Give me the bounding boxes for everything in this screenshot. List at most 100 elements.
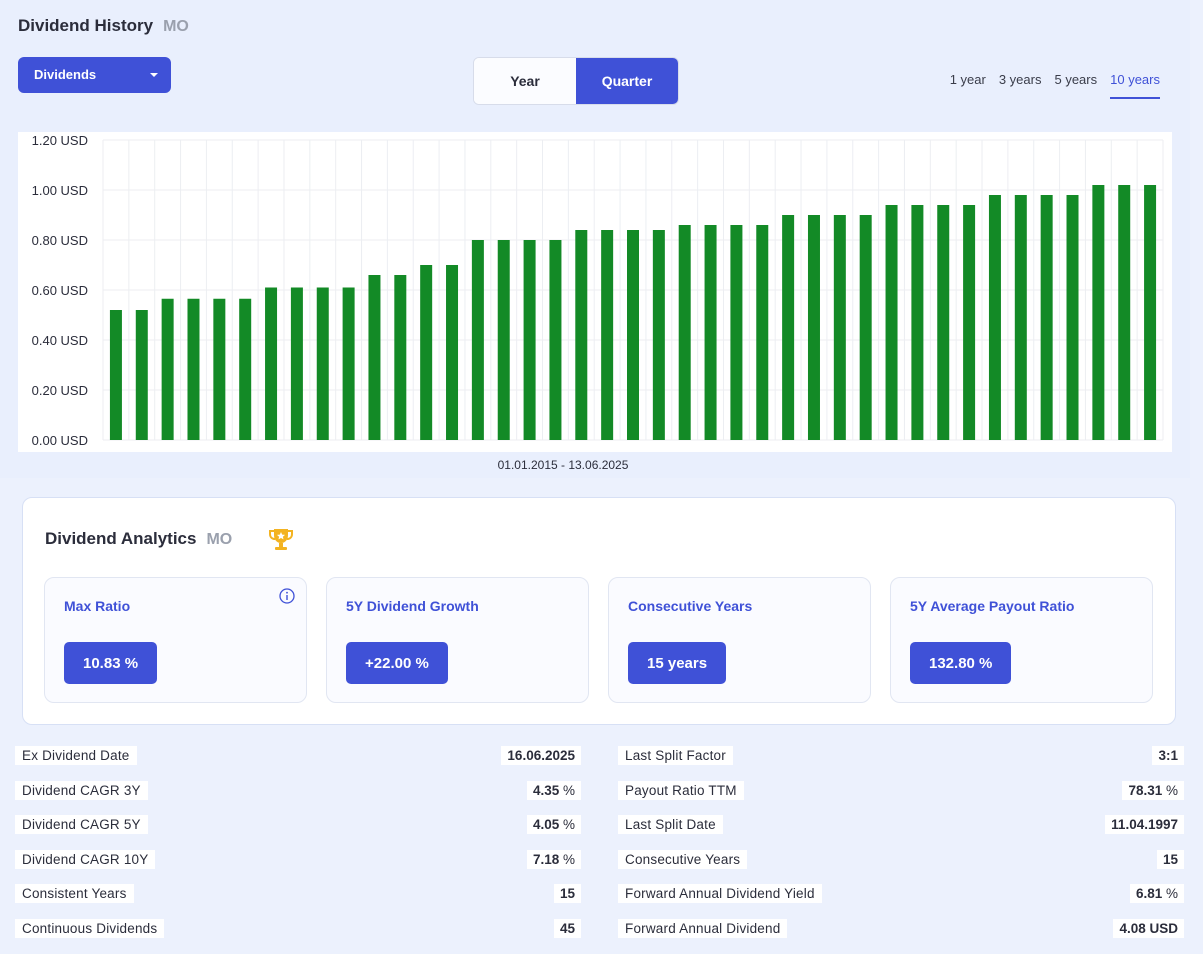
dividend-bar [678,225,691,440]
chevron-down-icon [150,73,158,77]
y-tick-label: 0.80 USD [32,233,88,248]
card-value-badge: 10.83 % [64,642,158,684]
analytics-ticker: MO [206,531,233,548]
dividend-bar [109,310,122,440]
dividend-bar [652,230,665,440]
stat-value: 4.05 % [526,815,581,835]
y-tick-label: 1.20 USD [32,133,88,148]
dividend-bar [187,298,200,440]
stat-row: Consecutive Years 15 [618,848,1184,883]
dividend-bar [135,310,148,440]
card-label: 5Y Dividend Growth [346,598,479,614]
y-tick-label: 0.60 USD [32,283,88,298]
stat-row: Forward Annual Dividend 4.08 USD [618,917,1184,952]
stat-label: Forward Annual Dividend [618,918,788,938]
dividend-bar [316,287,329,440]
dividend-bar [549,240,562,440]
year-toggle-button[interactable]: Year [474,58,576,104]
stat-label: Consistent Years [15,884,134,904]
dividend-bar [394,275,407,440]
stat-row: Dividend CAGR 10Y 7.18 % [15,848,581,883]
max-ratio-card: Max Ratio 10.83 % [44,577,307,703]
range-tab-3-years[interactable]: 3 years [998,72,1042,87]
stat-value: 16.06.2025 [501,746,581,765]
dividend-bar [1092,185,1105,440]
dividend-bar [1144,185,1157,440]
stat-value: 3:1 [1152,746,1184,765]
range-tab-5-years[interactable]: 5 years [1054,72,1098,87]
quarter-toggle-button[interactable]: Quarter [576,58,678,104]
y-tick-label: 0.40 USD [32,333,88,348]
dividend-bar [239,298,252,440]
trophy-icon [269,529,293,550]
stat-label: Dividend CAGR 5Y [15,815,148,835]
ticker-label: MO [163,18,189,35]
stat-value: 15 [553,884,581,904]
metric-select-value: Dividends [34,67,97,82]
dividend-bar [575,230,588,440]
analytics-title: Dividend Analytics [45,529,197,548]
dividend-bar [859,215,872,440]
dividend-bar [1040,195,1053,440]
y-tick-label: 1.00 USD [32,183,88,198]
stat-row: Last Split Date 11.04.1997 [618,813,1184,848]
stat-row: Last Split Factor 3:1 [618,744,1184,779]
card-value-badge: 15 years [628,642,727,684]
stat-row: Payout Ratio TTM 78.31 % [618,779,1184,814]
dividend-bar [161,298,174,440]
dividend-bar [265,287,278,440]
range-tab-1-year[interactable]: 1 year [949,72,986,87]
dividend-bar [420,265,433,440]
dividend-bar [213,298,226,440]
stat-label: Dividend CAGR 3Y [15,780,148,800]
dividend-chart: 0.00 USD 0.20 USD 0.40 USD 0.60 USD 0.80 USD… [18,132,1172,452]
stat-value: 78.31 % [1122,780,1184,800]
dividend-bar [1014,195,1027,440]
dividend-analytics-panel: Dividend Analytics MO Max Ratio 10.83 % … [22,497,1176,725]
stat-row: Dividend CAGR 5Y 4.05 % [15,813,581,848]
chart-date-range: 01.01.2015 - 13.06.2025 [497,458,629,472]
dividend-bar [471,240,484,440]
card-label: Consecutive Years [628,598,753,614]
dividend-bar [704,225,717,440]
stat-row: Consistent Years 15 [15,882,581,917]
stat-row: Ex Dividend Date 16.06.2025 [15,744,581,779]
dividend-bar [911,205,924,440]
stat-row: Dividend CAGR 3Y 4.35 % [15,779,581,814]
card-label: Max Ratio [64,598,131,614]
stat-label: Forward Annual Dividend Yield [618,884,822,904]
stat-label: Last Split Factor [618,746,733,765]
stat-row: Forward Annual Dividend Yield 6.81 % [618,882,1184,917]
title-row: Dividend History MO [18,16,189,36]
stat-value: 4.35 % [526,780,581,800]
dividend-bar [782,215,795,440]
dividend-bar [290,287,303,440]
range-tab-10-years[interactable]: 10 years [1110,72,1160,99]
y-tick-label: 0.20 USD [32,383,88,398]
card-label: 5Y Average Payout Ratio [910,598,1075,614]
dividend-bar [807,215,820,440]
stat-row: Continuous Dividends 45 [15,917,581,952]
dividend-bar [342,287,355,440]
metric-select[interactable]: Dividends [18,57,171,93]
dividend-bar [730,225,743,440]
stat-value: 11.04.1997 [1105,815,1184,835]
stat-label: Ex Dividend Date [15,746,137,765]
dividend-growth-card: 5Y Dividend Growth +22.00 % [326,577,589,703]
range-tabs: 1 year 3 years 5 years 10 years [950,72,1160,99]
dividend-bar-chart: 0.00 USD 0.20 USD 0.40 USD 0.60 USD 0.80 USD… [32,133,1164,448]
info-icon[interactable] [279,588,295,604]
consecutive-years-card: Consecutive Years 15 years [608,577,871,703]
dividend-bar [833,215,846,440]
stat-value: 15 [1156,849,1184,869]
card-value-badge: 132.80 % [910,642,1012,684]
dividend-bar [523,240,536,440]
dividend-bar [627,230,639,440]
stat-label: Consecutive Years [618,849,748,869]
dividend-bar [497,240,510,440]
dividend-bar [988,195,1001,440]
payout-ratio-card: 5Y Average Payout Ratio 132.80 % [890,577,1153,703]
dividend-bar [937,205,950,440]
page-title: Dividend History [18,16,154,35]
dividend-bar [1118,185,1131,440]
